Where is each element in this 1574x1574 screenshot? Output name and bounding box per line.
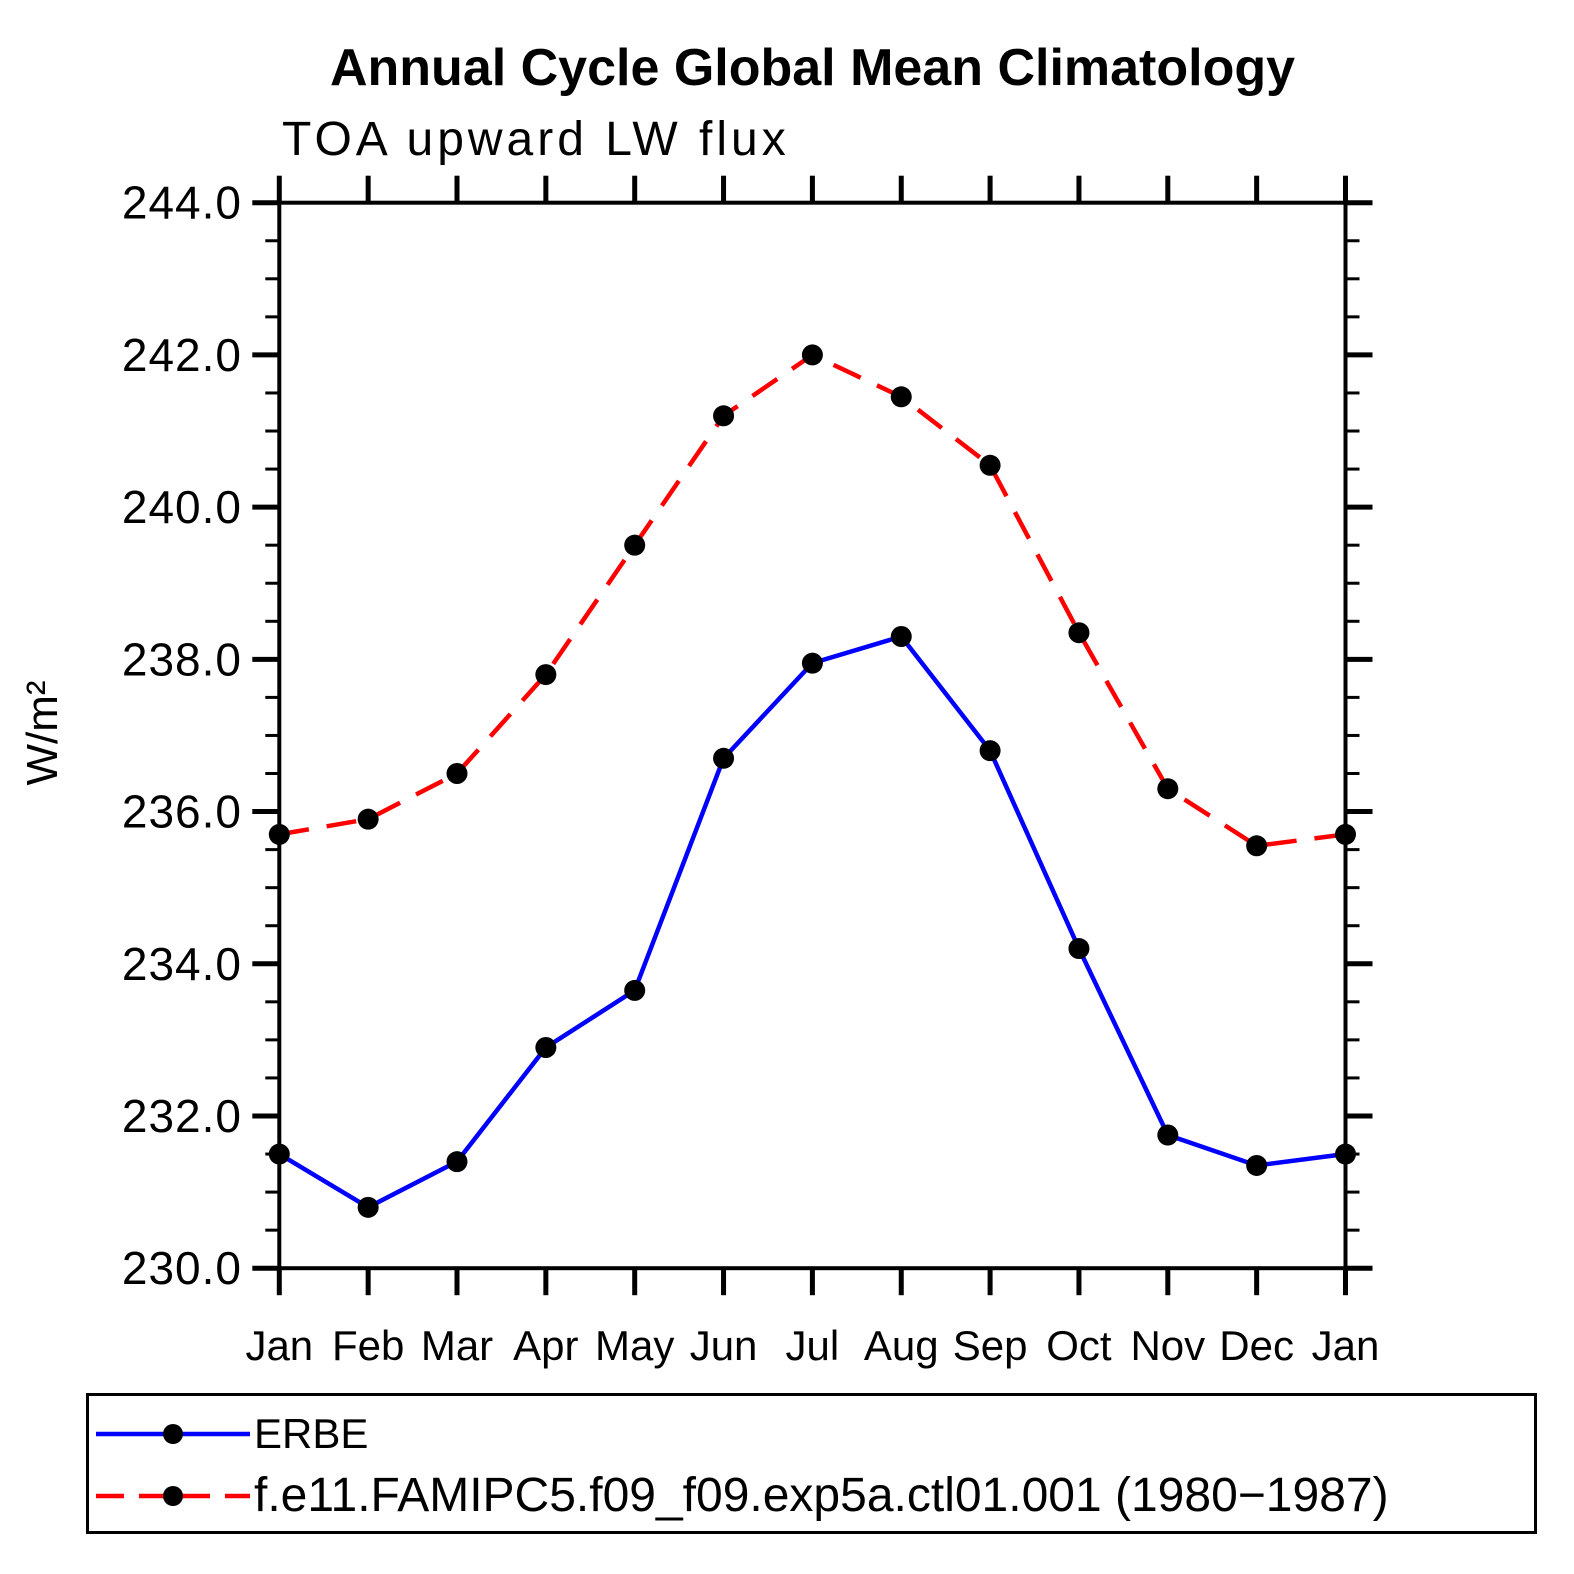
chart-title: Annual Cycle Global Mean Climatology bbox=[329, 39, 1296, 97]
series-1-point-0 bbox=[268, 823, 290, 845]
series-0-point-8 bbox=[979, 740, 1001, 762]
series-0-point-1 bbox=[357, 1196, 379, 1218]
series-1-point-10 bbox=[1157, 778, 1179, 800]
y-tick-label: 240.0 bbox=[122, 481, 242, 533]
y-tick-label: 244.0 bbox=[122, 177, 242, 229]
x-tick-label: Dec bbox=[1219, 1322, 1294, 1369]
legend-line-sample-erbe bbox=[96, 1424, 250, 1444]
series-0-point-9 bbox=[1068, 938, 1090, 960]
y-tick-label: 236.0 bbox=[122, 786, 242, 838]
y-tick-label: 238.0 bbox=[122, 633, 242, 685]
legend-box: ERBE f.e11.FAMIPC5.f09_f09.exp5a.ctl01.0… bbox=[86, 1393, 1537, 1534]
legend-label-erbe: ERBE bbox=[254, 1410, 369, 1457]
x-tick-label: Jun bbox=[690, 1322, 758, 1369]
y-tick-label: 232.0 bbox=[122, 1090, 242, 1142]
x-tick-label: Feb bbox=[332, 1322, 404, 1369]
series-0-point-2 bbox=[446, 1151, 468, 1173]
legend-label-model: f.e11.FAMIPC5.f09_f09.exp5a.ctl01.001 (1… bbox=[254, 1469, 1389, 1522]
series-1-point-6 bbox=[801, 344, 823, 366]
x-tick-label: Aug bbox=[864, 1322, 939, 1369]
x-tick-label: Mar bbox=[421, 1322, 493, 1369]
series-0-point-3 bbox=[535, 1036, 557, 1058]
series-1-point-3 bbox=[535, 664, 557, 686]
series-1-point-5 bbox=[713, 405, 735, 427]
series-1-point-8 bbox=[979, 454, 1001, 476]
y-tick-label: 242.0 bbox=[122, 329, 242, 381]
series-0-point-5 bbox=[713, 747, 735, 769]
y-axis-title: W/m² bbox=[18, 680, 67, 785]
y-tick-label: 230.0 bbox=[122, 1242, 242, 1294]
x-tick-label: Jul bbox=[786, 1322, 840, 1369]
series-0-point-6 bbox=[801, 652, 823, 674]
plot-frame bbox=[277, 200, 1348, 1271]
series-1-point-12 bbox=[1335, 823, 1356, 845]
series-1-point-4 bbox=[624, 534, 646, 556]
chart-subtitle: TOA upward LW flux bbox=[282, 113, 790, 166]
x-tick-label: Oct bbox=[1046, 1322, 1112, 1369]
series-0-point-10 bbox=[1157, 1124, 1179, 1146]
series-0-point-4 bbox=[624, 979, 646, 1001]
series-1-point-2 bbox=[446, 763, 468, 785]
x-tick-label: Sep bbox=[953, 1322, 1028, 1369]
series-1-point-11 bbox=[1246, 835, 1268, 857]
series-1-point-9 bbox=[1068, 622, 1090, 644]
series-0-point-12 bbox=[1335, 1143, 1356, 1165]
legend-erbe-marker-icon bbox=[163, 1424, 183, 1444]
legend-item-model: f.e11.FAMIPC5.f09_f09.exp5a.ctl01.001 (1… bbox=[96, 1469, 1389, 1522]
legend-line-sample-model bbox=[96, 1486, 250, 1506]
series-0-point-7 bbox=[890, 626, 912, 648]
legend-item-erbe: ERBE bbox=[96, 1410, 369, 1457]
x-tick-label: Nov bbox=[1130, 1322, 1205, 1369]
legend-model-marker-icon bbox=[163, 1486, 183, 1506]
y-tick-label: 234.0 bbox=[122, 938, 242, 990]
series-0-line bbox=[278, 633, 1346, 1210]
series-1-line bbox=[278, 352, 1346, 849]
series-1-point-1 bbox=[357, 808, 379, 830]
x-tick-label: Apr bbox=[513, 1322, 578, 1369]
x-tick-label: Jan bbox=[245, 1322, 313, 1369]
x-tick-label: Jan bbox=[1312, 1322, 1380, 1369]
x-tick-label: May bbox=[595, 1322, 674, 1369]
series-0-point-0 bbox=[268, 1143, 290, 1165]
series-1-point-7 bbox=[890, 386, 912, 408]
series-0-point-11 bbox=[1246, 1154, 1268, 1176]
